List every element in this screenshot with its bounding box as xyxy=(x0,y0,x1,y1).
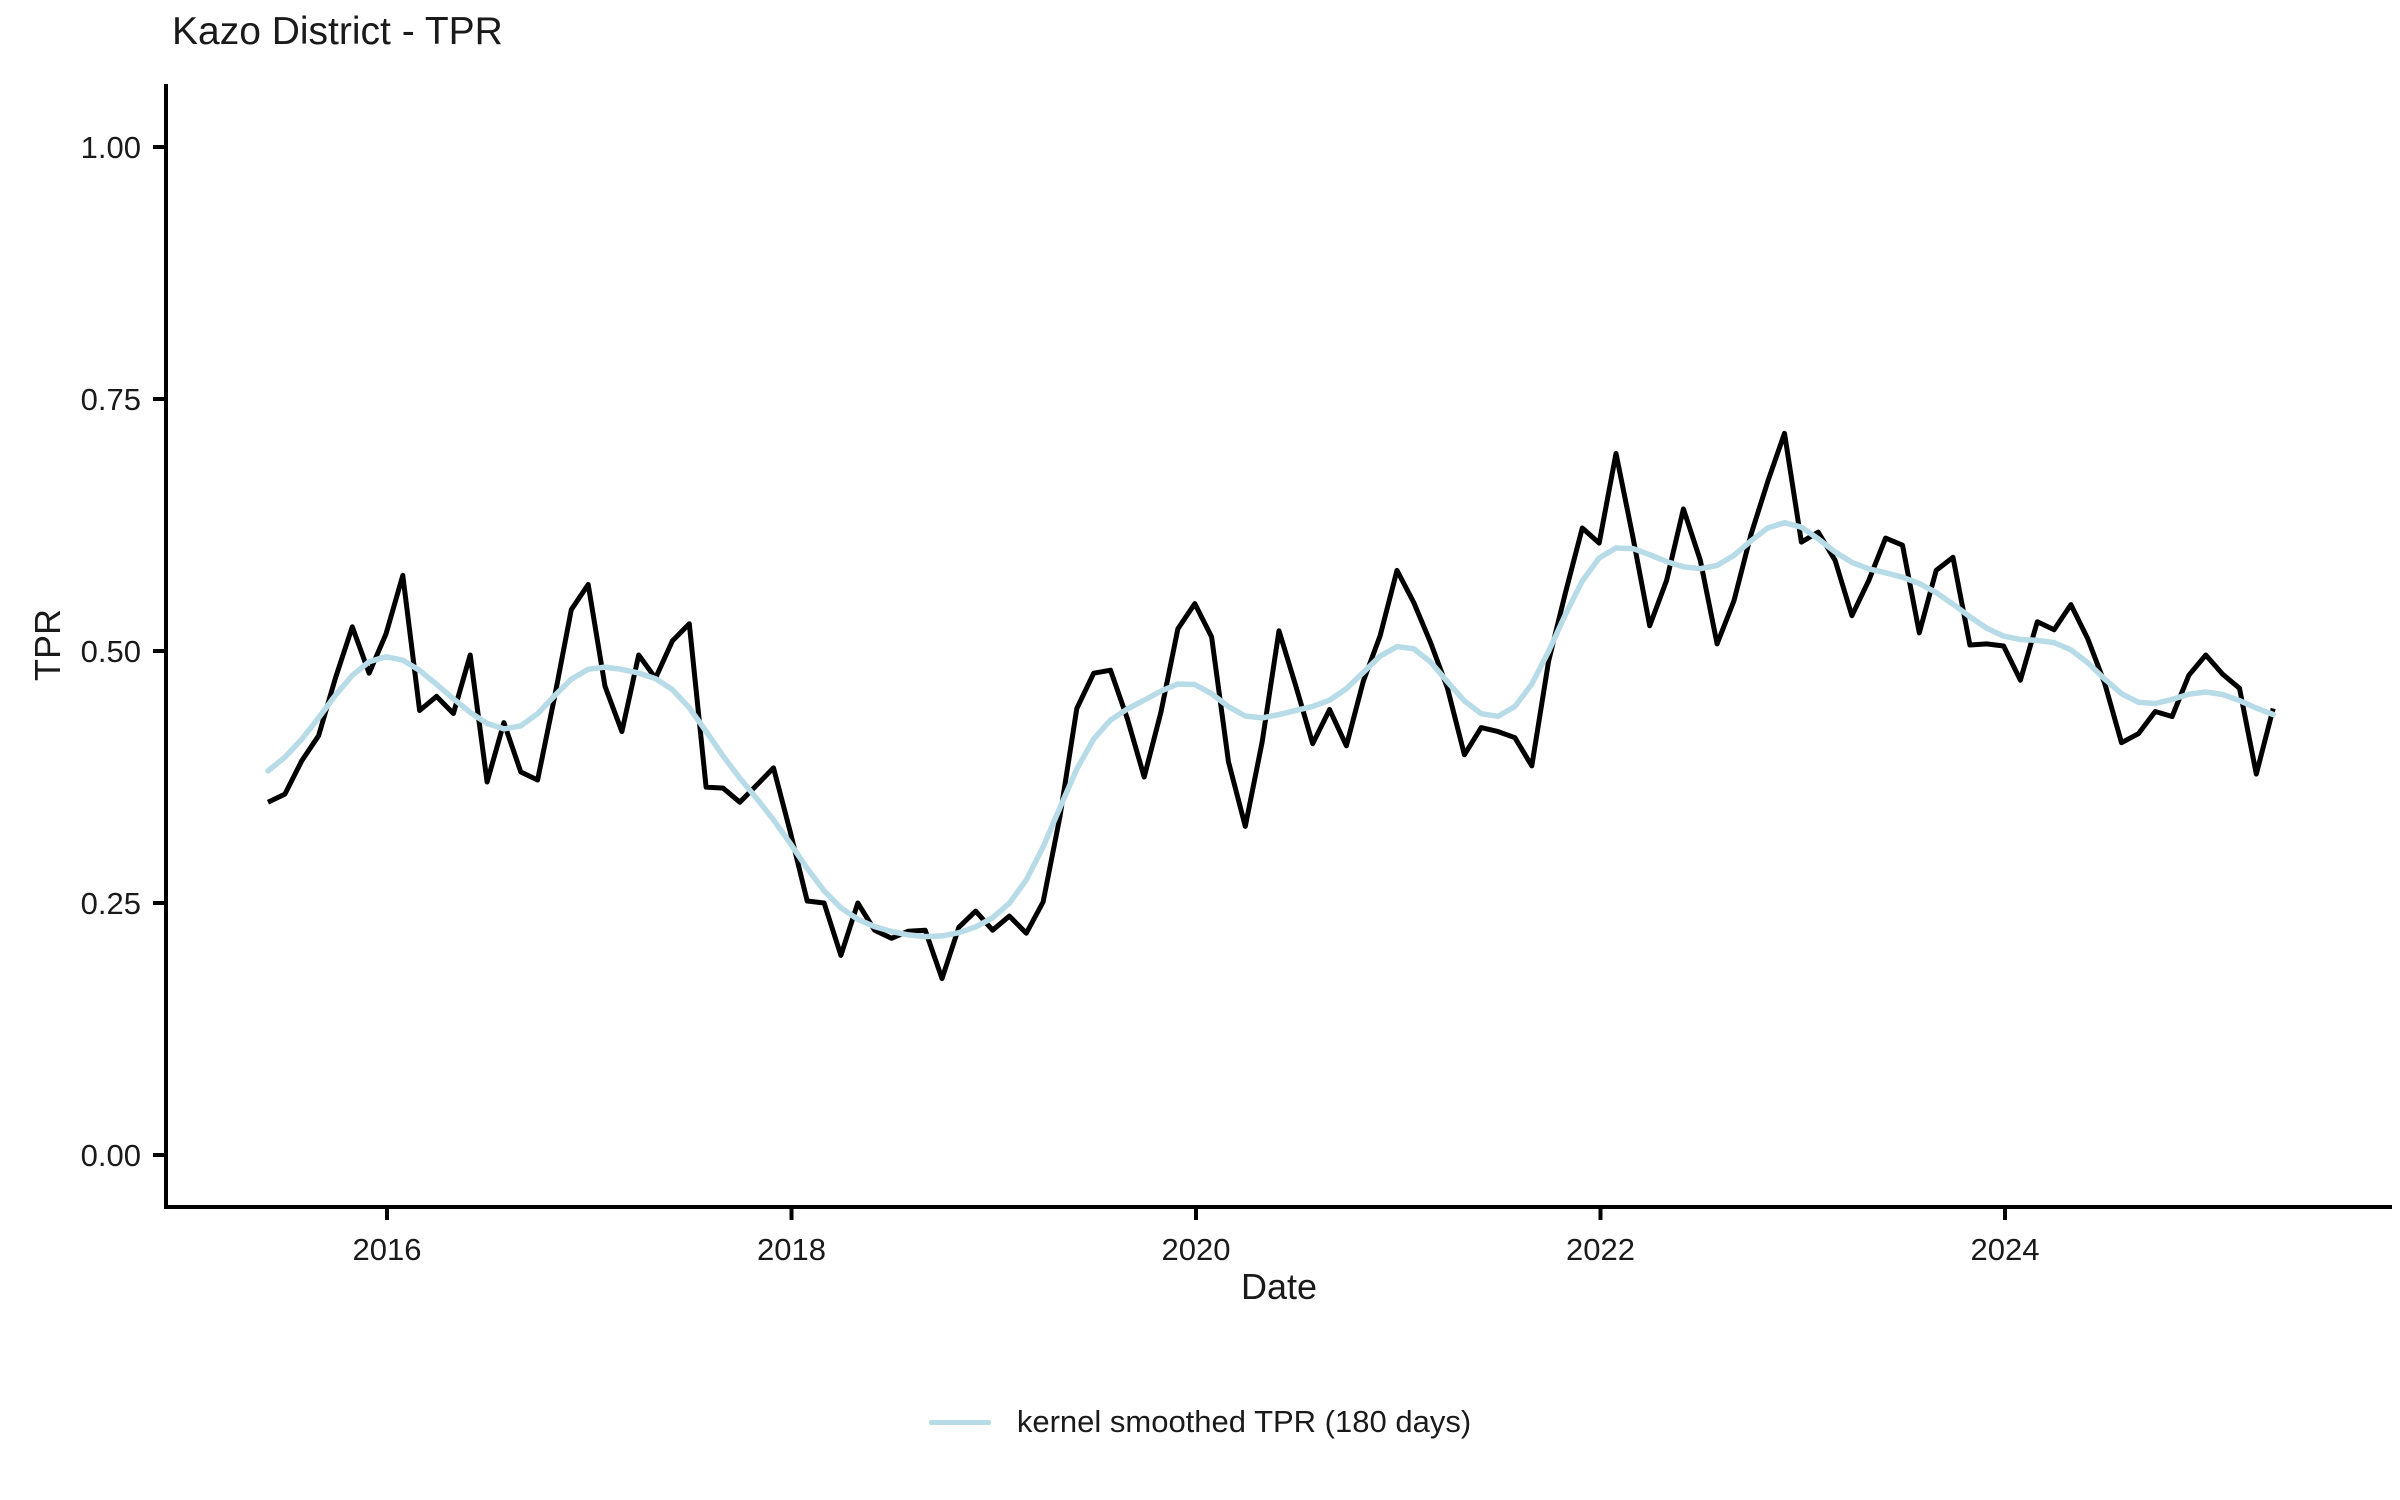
y-tick-label: 0.50 xyxy=(81,634,141,669)
legend-label: kernel smoothed TPR (180 days) xyxy=(1016,1404,1472,1439)
x-tick-label: 2018 xyxy=(757,1232,826,1267)
y-tick-label: 0.00 xyxy=(81,1138,141,1173)
y-tick-label: 0.75 xyxy=(81,382,141,417)
x-tick-label: 2020 xyxy=(1162,1232,1231,1267)
y-axis-title: TPR xyxy=(27,609,68,681)
x-tick-label: 2016 xyxy=(353,1232,422,1267)
x-tick-label: 2024 xyxy=(1971,1232,2040,1267)
raw-tpr-line xyxy=(266,430,2276,982)
legend: kernel smoothed TPR (180 days) xyxy=(0,1390,2400,1454)
x-axis-title: Date xyxy=(1240,1266,1318,1307)
y-tick-label: 1.00 xyxy=(81,130,141,165)
smoothed-line-swatch-icon xyxy=(928,1419,991,1425)
chart-title: Kazo District - TPR xyxy=(172,10,503,53)
smoothed-tpr-line xyxy=(265,519,2276,940)
x-tick-label: 2022 xyxy=(1566,1232,1635,1267)
y-tick-label: 0.25 xyxy=(81,886,141,921)
